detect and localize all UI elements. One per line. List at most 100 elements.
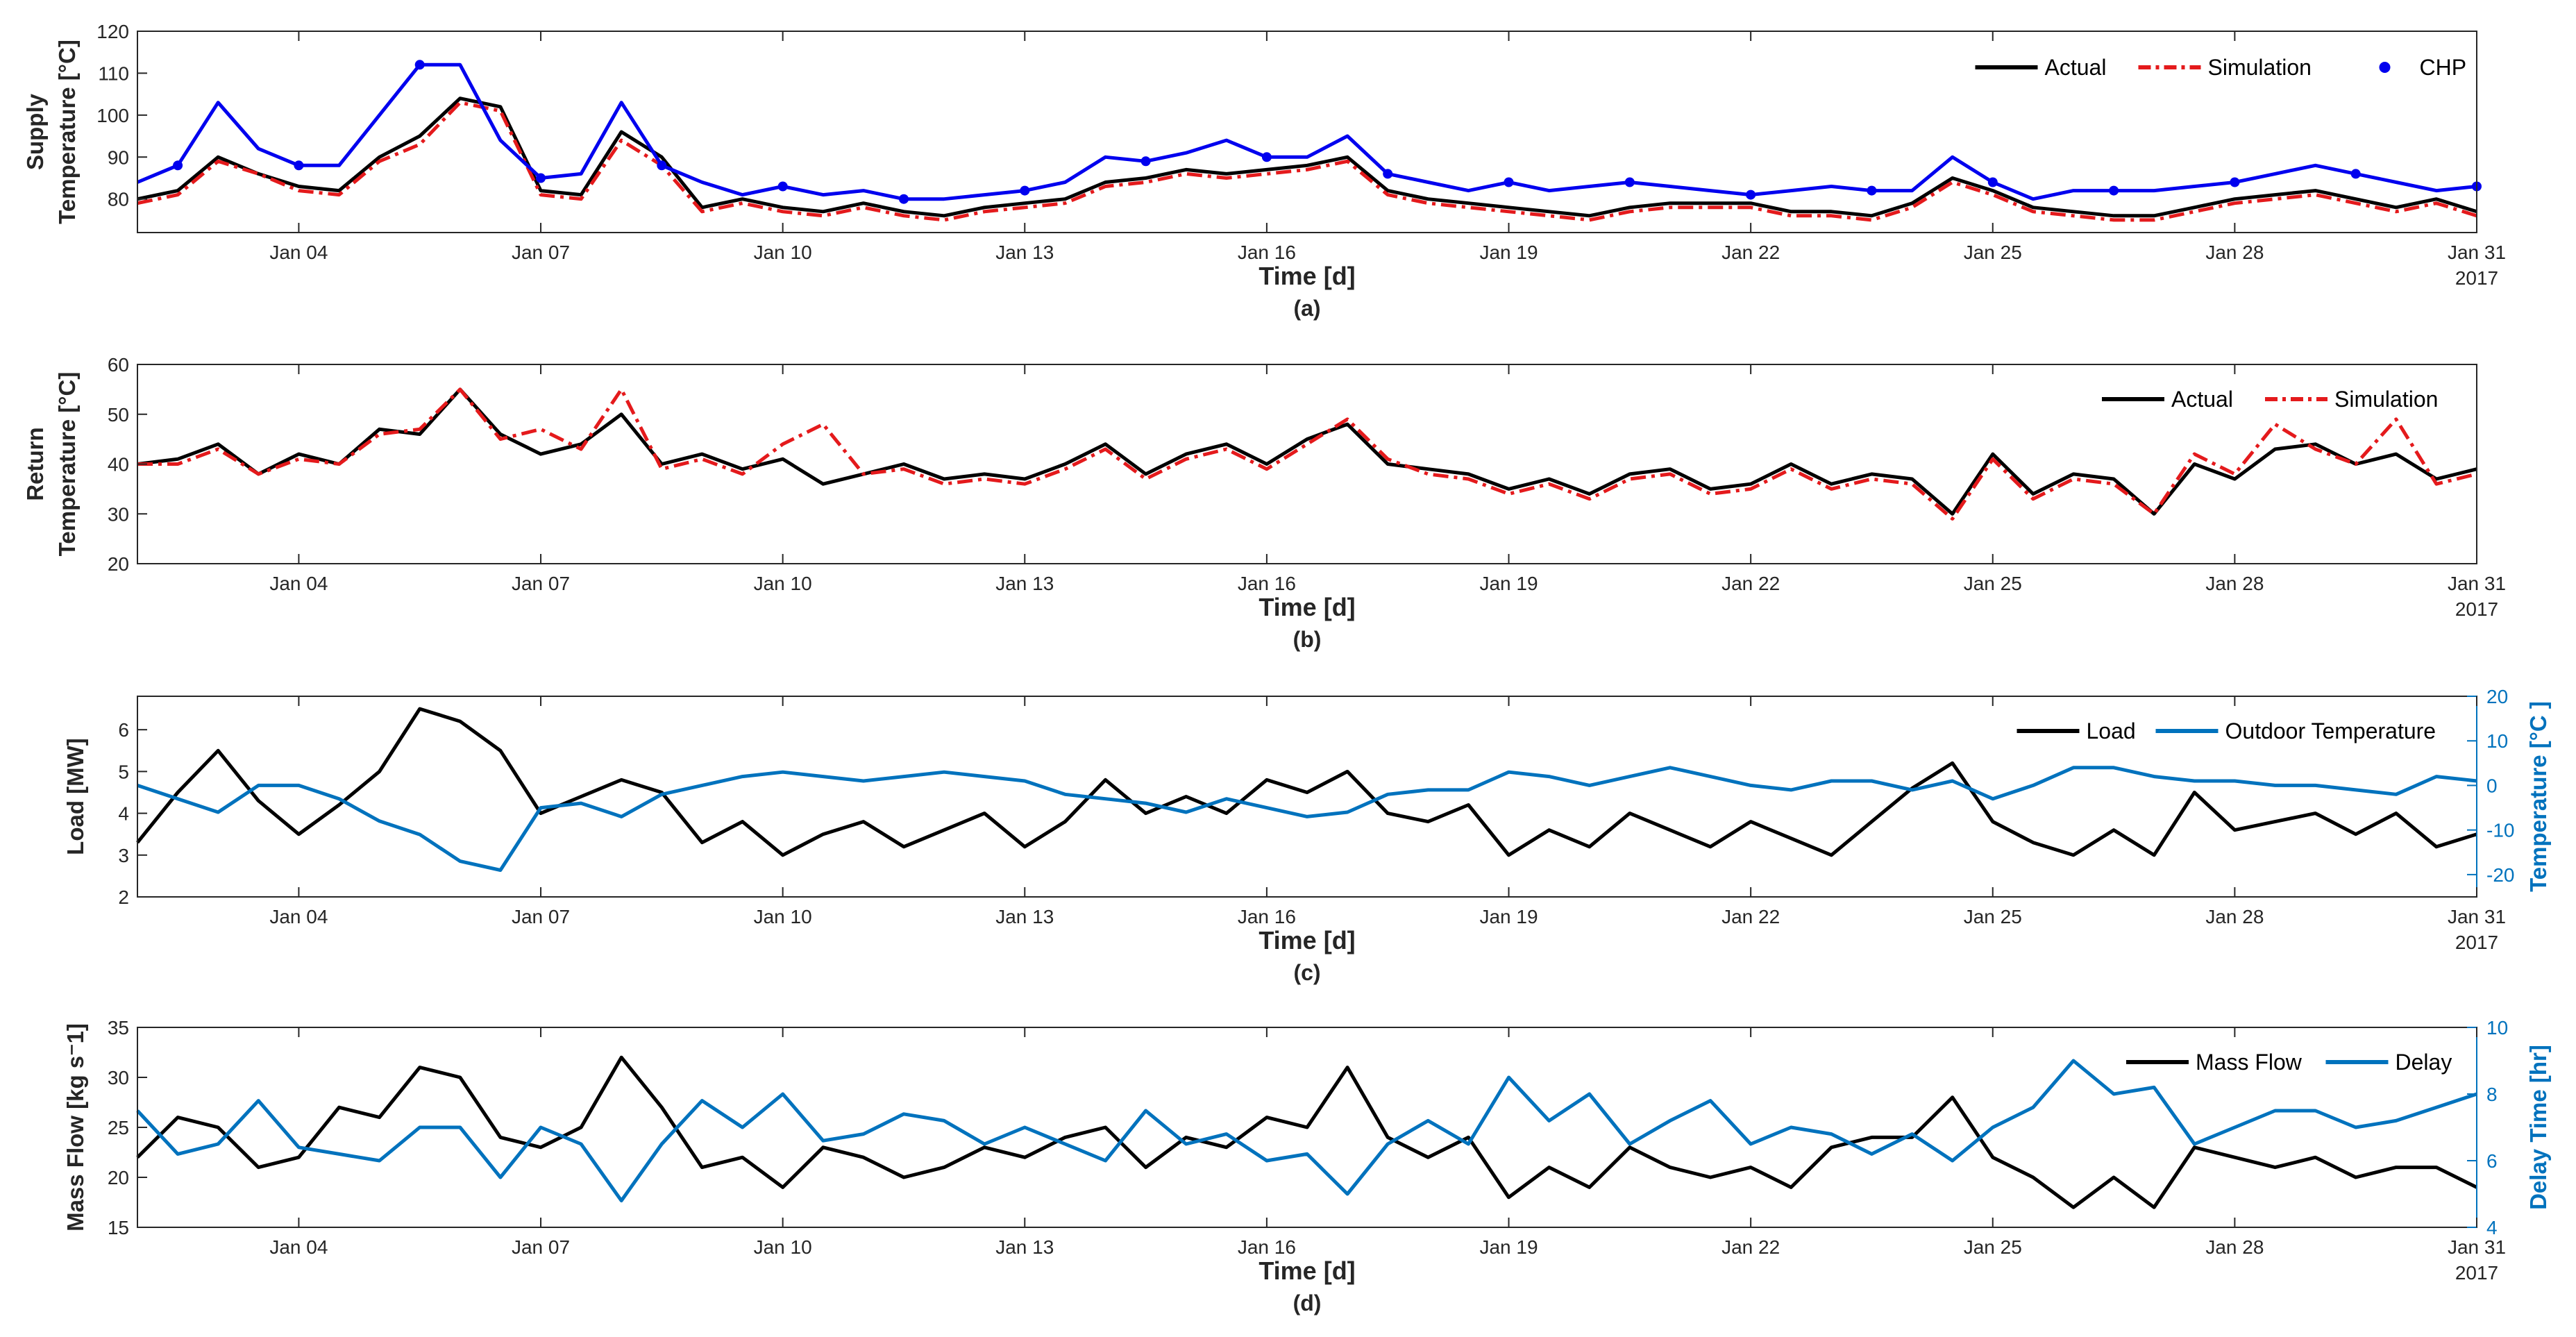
y-tick-label: 80	[108, 189, 129, 210]
y-tick-label: 15	[108, 1217, 129, 1238]
x-tick-label: Jan 13	[995, 906, 1054, 927]
legend-marker	[2379, 62, 2391, 73]
y-tick-label: 100	[96, 105, 129, 126]
legend-label: Outdoor Temperature	[2225, 718, 2436, 743]
x-tick-label: Jan 04	[269, 1236, 328, 1258]
y-right-tick-label: 10	[2486, 730, 2508, 752]
x-tick-label: Jan 22	[1721, 906, 1780, 927]
x-tick-label: Jan 13	[995, 242, 1054, 263]
x-tick-label: Jan 16	[1238, 242, 1296, 263]
x-tick-label: Jan 04	[269, 573, 328, 594]
series-line-load	[136, 707, 2477, 857]
x-tick-label: Jan 28	[2205, 573, 2264, 594]
series-point-chp	[1746, 190, 1756, 200]
x-tick-label: Jan 04	[269, 242, 328, 263]
axes-box	[137, 364, 2477, 564]
series-line-mass-flow	[136, 1055, 2478, 1209]
panel-c: 2 3 4 5 6 -20 -10 0 10 20 Temperature [°C ] Jan 04 J…	[62, 686, 2551, 985]
series-point-chp	[1624, 177, 1635, 187]
x-tick-label: Jan 25	[1964, 1236, 2022, 1258]
x-tick-label: Jan 22	[1721, 242, 1780, 263]
legend-label: Delay	[2396, 1050, 2452, 1075]
series-point-chp	[536, 173, 546, 183]
y-right-tick-label: 8	[2486, 1084, 2498, 1105]
series-point-chp	[294, 160, 304, 171]
legend-label: CHP	[2420, 55, 2467, 80]
x-tick-label: Jan 19	[1479, 573, 1538, 594]
x-tick-label: Jan 31	[2448, 906, 2506, 927]
legend-label: Simulation	[2334, 387, 2438, 412]
year-label: 2017	[2455, 1262, 2498, 1284]
x-tick-label: Jan 13	[995, 573, 1054, 594]
y-tick-label: 4	[118, 803, 129, 825]
series-point-chp	[777, 181, 788, 192]
x-tick-label: Jan 19	[1479, 242, 1538, 263]
series-line-simulation	[137, 387, 2477, 521]
x-tick-label: Jan 16	[1238, 1236, 1296, 1258]
series-line-chp	[137, 62, 2477, 201]
y-tick-label: 30	[108, 503, 129, 525]
legend-label: Actual	[2045, 55, 2107, 80]
year-label: 2017	[2455, 598, 2498, 620]
year-label: 2017	[2455, 932, 2498, 953]
y-axis-label: Temperature [°C]	[54, 40, 80, 224]
x-tick-label: Jan 16	[1238, 573, 1296, 594]
axes-box	[137, 31, 2477, 233]
legend-label: Load	[2087, 718, 2136, 743]
x-tick-label: Jan 31	[2448, 573, 2506, 594]
series-point-chp	[1020, 185, 1030, 196]
x-tick-label: Jan 22	[1721, 573, 1780, 594]
y-tick-label: 110	[98, 62, 129, 84]
x-tick-label: Jan 10	[754, 906, 812, 927]
series-point-chp	[414, 60, 425, 70]
y-tick-label: 2	[118, 886, 129, 908]
series-point-chp	[1504, 177, 1514, 187]
x-axis-label: Time [d]	[1258, 262, 1355, 290]
y-tick-label: 30	[108, 1067, 129, 1088]
x-tick-label: Jan 07	[512, 573, 570, 594]
legend-label: Simulation	[2208, 55, 2312, 80]
y-axis-label: Return	[22, 427, 48, 501]
y-right-tick-label: 0	[2486, 775, 2498, 796]
y-right-tick-label: 20	[2486, 686, 2508, 707]
series-point-chp	[899, 194, 909, 204]
series-line-outdoor-temperature	[137, 766, 2477, 872]
y-tick-label: 25	[108, 1117, 129, 1138]
panel-caption: (a)	[1293, 296, 1320, 321]
y-right-tick-label: 4	[2486, 1217, 2498, 1238]
series-point-chp	[2230, 177, 2240, 187]
year-label: 2017	[2455, 267, 2498, 289]
y-tick-label: 35	[108, 1017, 129, 1039]
y-right-tick-label: 10	[2486, 1017, 2508, 1039]
y-axis-label: Load [MW]	[62, 738, 88, 855]
x-tick-label: Jan 25	[1964, 573, 2022, 594]
x-tick-label: Jan 28	[2205, 242, 2264, 263]
y-right-tick-label: 6	[2486, 1150, 2498, 1172]
x-tick-label: Jan 28	[2205, 1236, 2264, 1258]
x-tick-label: Jan 13	[995, 1236, 1054, 1258]
series-point-chp	[1867, 185, 1877, 196]
series-line-actual	[137, 96, 2477, 218]
panel-b: 20 30 40 50 60 Jan 04 Jan 07 Jan 10 Jan 13 Jan 16…	[22, 354, 2506, 652]
y-tick-label: 6	[118, 719, 129, 741]
panel-caption: (b)	[1293, 627, 1322, 652]
x-tick-label: Jan 28	[2205, 906, 2264, 927]
y-right-tick-label: -20	[2486, 864, 2514, 886]
y-tick-label: 5	[118, 761, 129, 782]
x-tick-label: Jan 07	[512, 906, 570, 927]
series-point-chp	[2109, 185, 2119, 196]
y-tick-label: 120	[96, 21, 129, 42]
series-point-chp	[173, 160, 183, 171]
y-tick-label: 20	[108, 1167, 129, 1188]
series-point-chp	[1261, 152, 1272, 162]
x-tick-label: Jan 19	[1479, 906, 1538, 927]
panel-d: 15 20 25 30 35 4 6 8 10 Delay Time [hr] Jan 04 Jan …	[62, 1017, 2551, 1315]
legend-label: Mass Flow	[2196, 1050, 2303, 1075]
x-axis-label: Time [d]	[1258, 1256, 1355, 1285]
series-point-chp	[1987, 177, 1998, 187]
x-tick-label: Jan 22	[1721, 1236, 1780, 1258]
panel-caption: (d)	[1293, 1290, 1322, 1315]
y-tick-label: 20	[108, 553, 129, 575]
y-tick-label: 40	[108, 454, 129, 476]
